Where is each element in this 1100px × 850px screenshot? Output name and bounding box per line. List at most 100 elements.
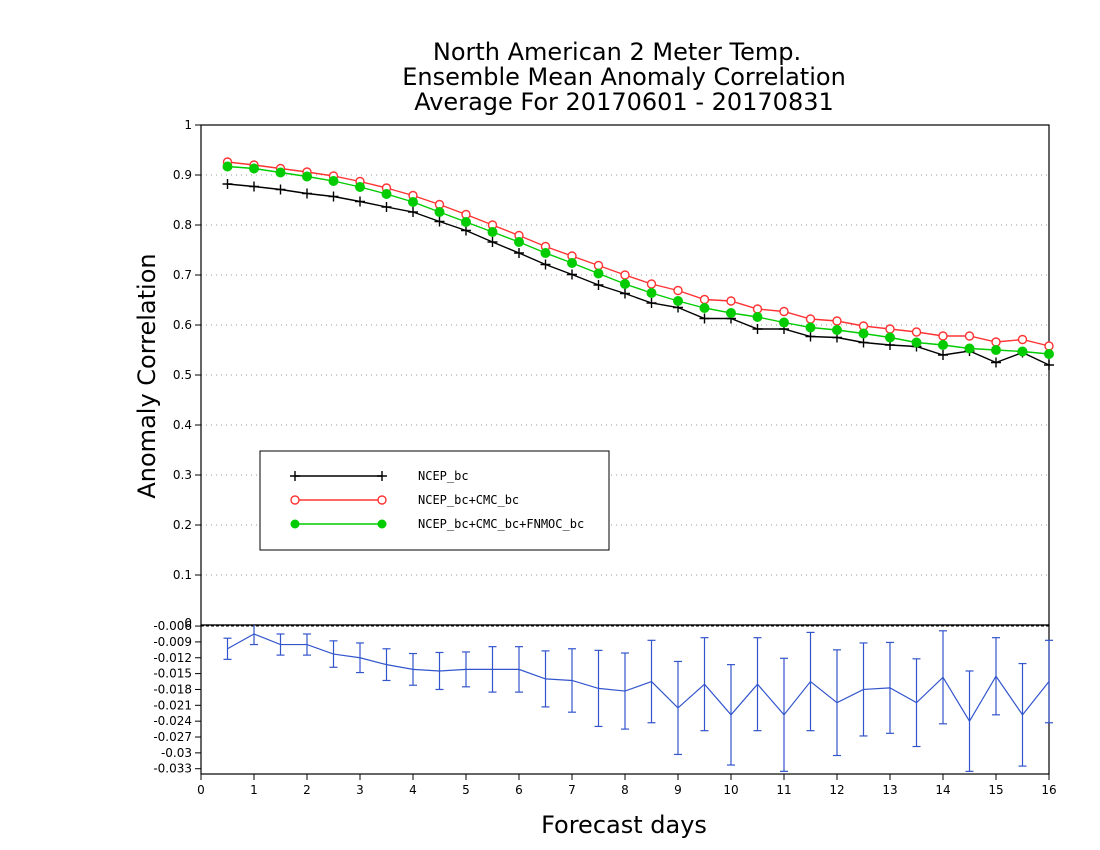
- series-0-point-27: [938, 350, 948, 360]
- series-2-point-11: [514, 237, 524, 247]
- series-1-point-26: [911, 327, 922, 337]
- legend-marker-1-0: [290, 495, 300, 505]
- series-1-point-28: [964, 331, 975, 341]
- series-0-point-15: [620, 288, 630, 299]
- x-tick-label-2: 2: [303, 783, 311, 797]
- series-0-point-6: [381, 202, 392, 212]
- series-1-point-27: [938, 331, 948, 341]
- series-2-point-3: [302, 171, 312, 182]
- diff-y-tick-label-3: -0.015: [153, 667, 192, 681]
- plot-area: 0.10.20.30.40.50.60.70.80.910-0.006-0.00…: [153, 118, 1056, 797]
- legend-marker-2-1: [377, 519, 387, 529]
- y-tick-label-8: 0.9: [173, 168, 192, 182]
- x-tick-label-1: 1: [250, 783, 258, 797]
- y-tick-label-zero: 0: [184, 616, 192, 630]
- x-tick-label-7: 7: [568, 783, 576, 797]
- series-2-point-25: [885, 332, 895, 343]
- series-0-point-16: [646, 298, 657, 308]
- x-tick-label-0: 0: [197, 783, 205, 797]
- y-tick-label-4: 0.5: [173, 368, 192, 382]
- series-2-point-13: [567, 258, 577, 268]
- series-1-point-15: [620, 270, 630, 280]
- series-2-point-2: [275, 167, 286, 178]
- x-axis-title: Forecast days: [541, 811, 707, 839]
- x-tick-label-12: 12: [829, 783, 844, 797]
- series-2-point-0: [222, 161, 233, 172]
- series-0-point-22: [805, 331, 816, 342]
- series-0-point-8: [434, 216, 445, 227]
- series-2-point-24: [858, 328, 869, 339]
- title-line-3: Average For 20170601 - 20170831: [414, 88, 834, 116]
- legend-marker-0-1: [377, 471, 387, 481]
- series-2-point-26: [911, 337, 922, 348]
- diff-y-tick-label-7: -0.027: [153, 730, 192, 744]
- series-1-point-16: [646, 279, 657, 289]
- x-tick-label-10: 10: [723, 783, 738, 797]
- y-tick-label-0: 0.1: [173, 568, 192, 582]
- series-2-point-28: [964, 343, 975, 354]
- series-0-point-1: [249, 181, 259, 192]
- diff-y-tick-label-6: -0.024: [153, 714, 192, 728]
- series-0-point-11: [514, 248, 524, 258]
- series-0-point-18: [699, 313, 710, 324]
- legend-label-0: NCEP_bc: [418, 469, 469, 483]
- y-tick-label-1: 0.2: [173, 518, 192, 532]
- y-tick-label-3: 0.4: [173, 418, 192, 432]
- series-2-point-29: [991, 345, 1001, 355]
- legend-marker-0-0: [290, 471, 300, 481]
- diff-y-tick-label-5: -0.021: [153, 698, 192, 712]
- x-tick-label-11: 11: [776, 783, 791, 797]
- diff-y-tick-label-0: -0.006: [153, 619, 192, 633]
- diff-y-tick-label-4: -0.018: [153, 682, 192, 696]
- series-2-point-1: [249, 163, 259, 174]
- series-0-point-4: [328, 191, 339, 202]
- series-0-point-12: [540, 259, 551, 270]
- series-line-2: [227, 165, 1050, 355]
- series-0-point-0: [222, 179, 233, 189]
- series-1-point-19: [726, 296, 736, 306]
- series-2-point-15: [620, 279, 630, 289]
- y-tick-label-7: 0.8: [173, 218, 192, 232]
- series-0-point-5: [355, 196, 365, 207]
- series-0-point-10: [487, 237, 498, 247]
- x-tick-label-9: 9: [674, 783, 682, 797]
- series-0-point-14: [593, 280, 604, 290]
- series-0-point-20: [752, 324, 763, 334]
- series-1-point-20: [752, 304, 763, 314]
- x-tick-label-16: 16: [1041, 783, 1056, 797]
- series-2-point-20: [752, 312, 763, 322]
- series-0-point-2: [275, 184, 286, 195]
- series-0-point-13: [567, 269, 577, 280]
- series-1-point-25: [885, 324, 895, 334]
- series-0-point-29: [991, 357, 1001, 368]
- y-tick-label-6: 0.7: [173, 268, 192, 282]
- series-2-point-21: [779, 317, 789, 328]
- diff-y-tick-label-1: -0.009: [153, 635, 192, 649]
- series-2-point-17: [673, 296, 683, 306]
- series-1-point-22: [805, 314, 816, 324]
- series-1-point-29: [991, 337, 1001, 347]
- legend-marker-1-1: [377, 495, 387, 505]
- series-2-point-23: [832, 325, 842, 335]
- series-2-point-16: [646, 288, 657, 298]
- x-tick-label-6: 6: [515, 783, 523, 797]
- series-2-point-31: [1044, 349, 1054, 359]
- series-2-point-18: [699, 303, 710, 313]
- x-tick-label-4: 4: [409, 783, 417, 797]
- legend-label-2: NCEP_bc+CMC_bc+FNMOC_bc: [418, 517, 584, 531]
- series-0-point-9: [461, 225, 471, 236]
- y-tick-label-2: 0.3: [173, 468, 192, 482]
- difference-line: [227, 633, 1050, 723]
- series-2-point-22: [805, 322, 816, 333]
- series-2-point-10: [487, 227, 498, 237]
- legend-marker-2-0: [290, 519, 300, 529]
- series-2-point-7: [408, 197, 418, 207]
- series-2-point-9: [461, 217, 471, 227]
- series-0-point-7: [408, 207, 418, 217]
- y-tick-label-9: 1: [184, 118, 192, 132]
- series-2-point-6: [381, 189, 392, 199]
- series-2-point-12: [540, 248, 551, 258]
- series-2-point-4: [328, 176, 339, 186]
- series-0-point-24: [858, 337, 869, 348]
